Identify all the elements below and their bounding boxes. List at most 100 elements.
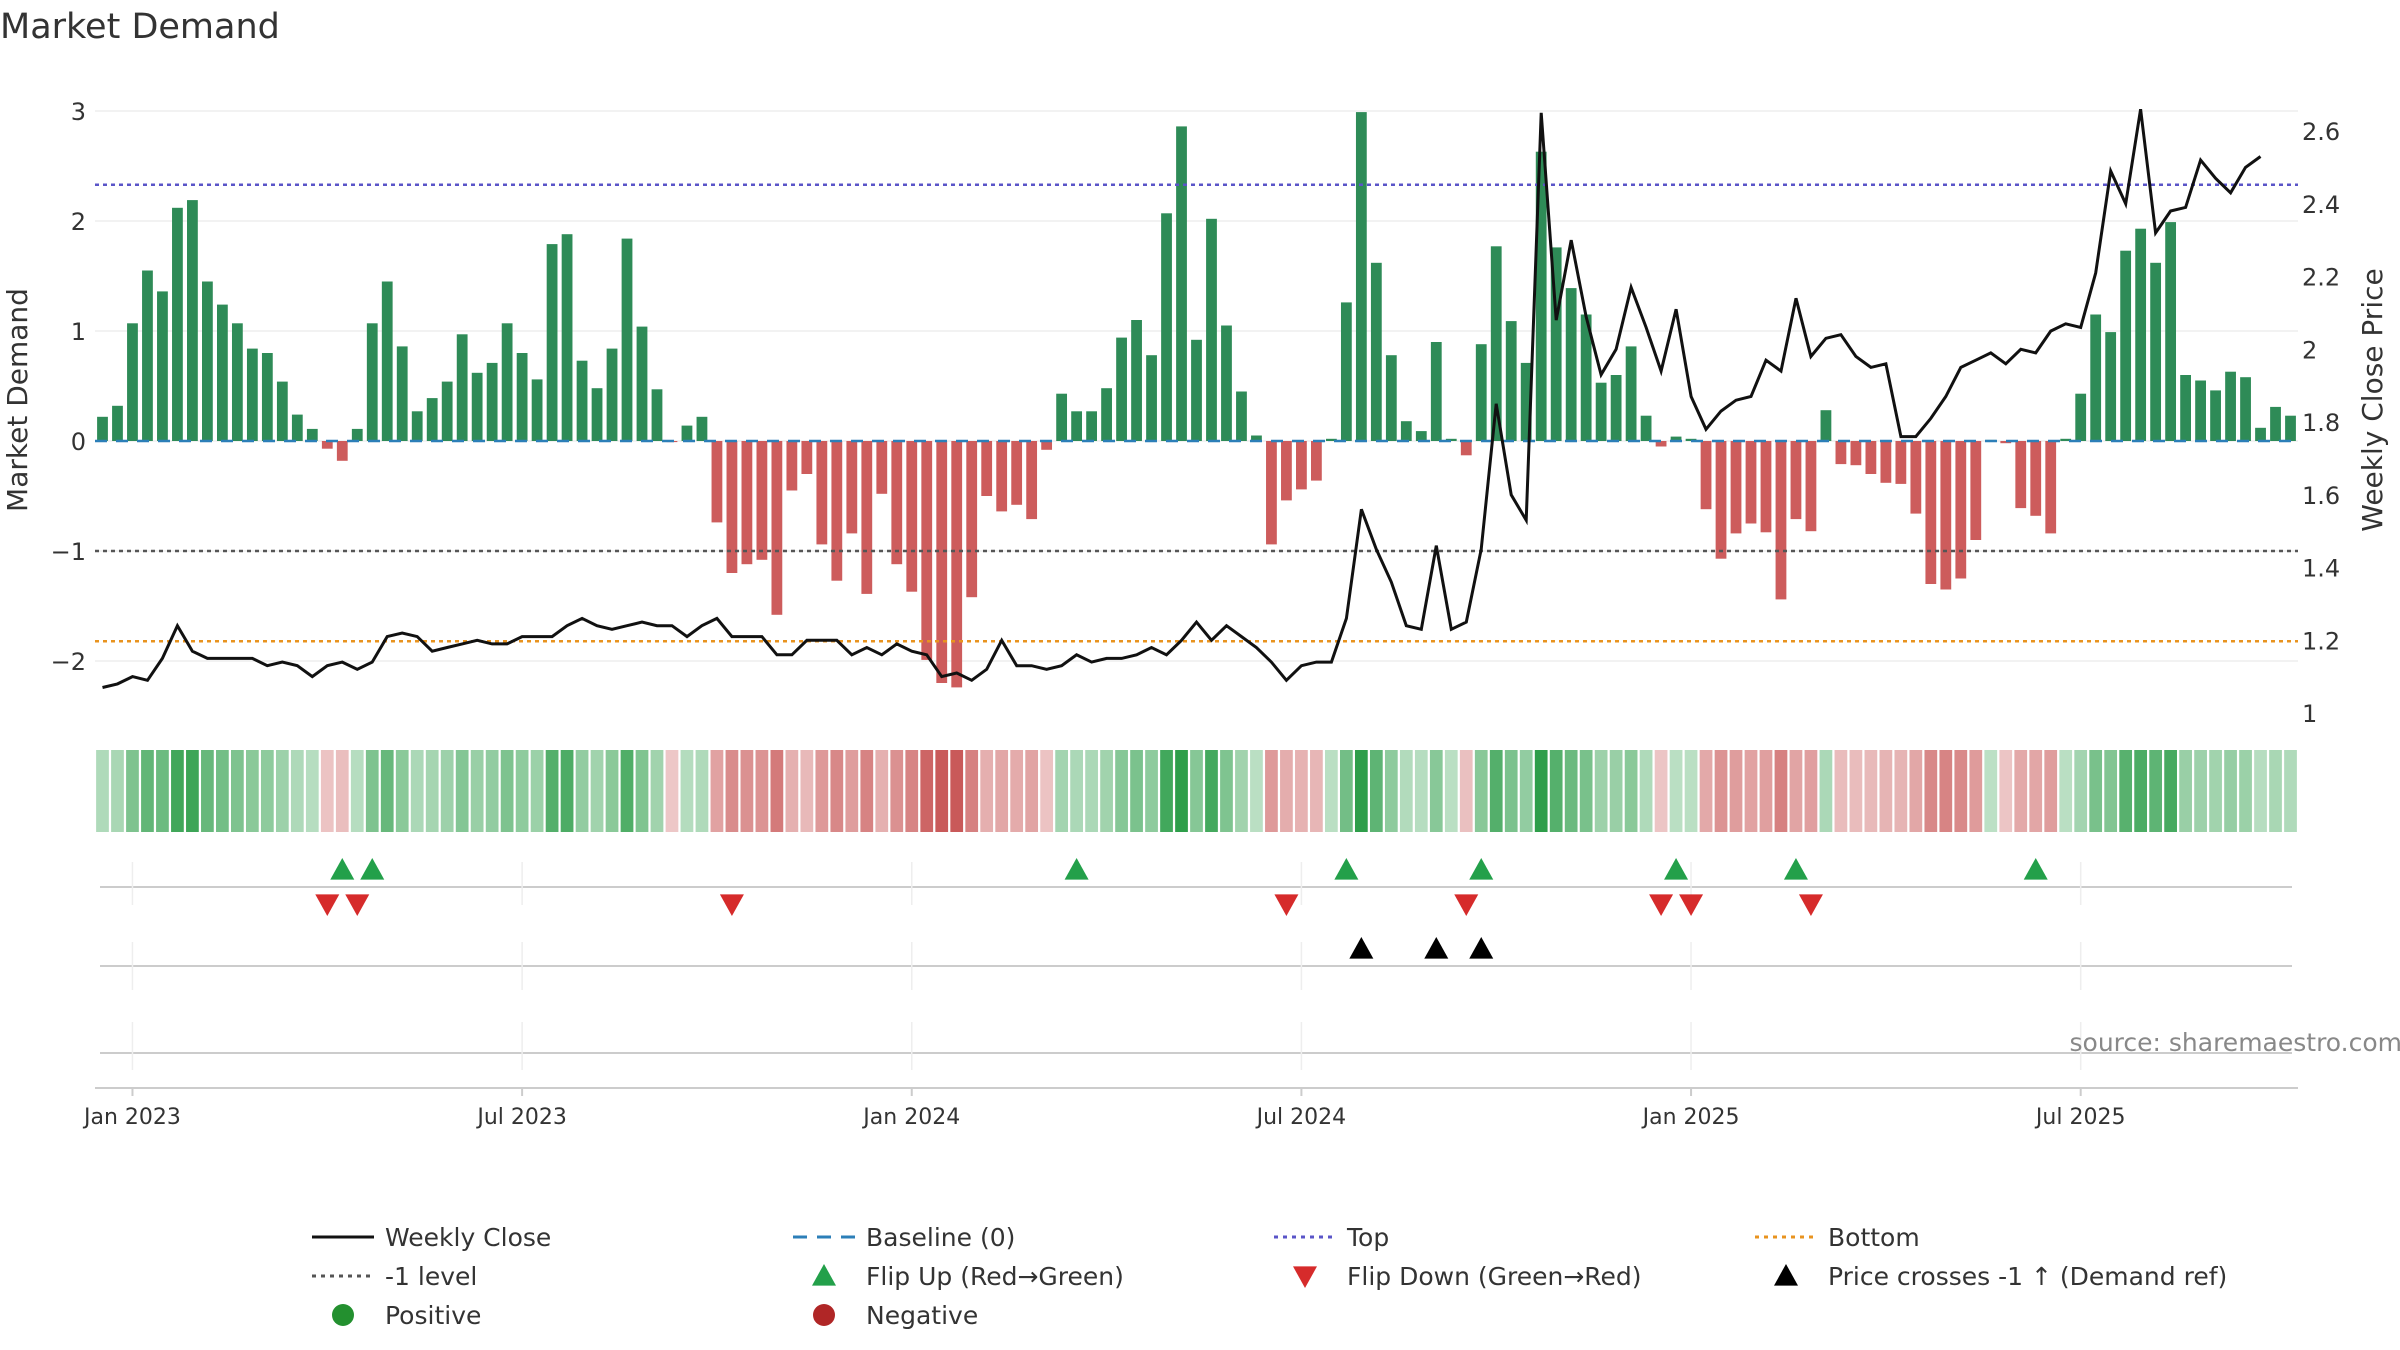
y2-tick-label: 1 <box>2302 700 2317 728</box>
strip-cell <box>1175 750 1188 832</box>
legend-item: Flip Down (Green→Red) <box>1293 1262 1642 1291</box>
flip-down-marker <box>719 894 744 916</box>
strip-cell <box>950 750 964 832</box>
strip-cell <box>2194 750 2207 832</box>
demand-bar <box>1011 441 1023 505</box>
strip-cell <box>1040 750 1054 832</box>
strip-cell <box>335 750 349 832</box>
strip-cell <box>1999 750 2013 832</box>
demand-bar <box>1625 346 1637 441</box>
demand-bar <box>157 291 168 441</box>
demand-bar <box>2000 441 2012 444</box>
demand-bar <box>1281 441 1292 501</box>
demand-bar <box>741 441 753 565</box>
strip-cell <box>725 750 739 832</box>
demand-bar <box>1445 438 1457 441</box>
strip-cell <box>1594 750 1608 832</box>
strip-cell <box>1834 750 1848 832</box>
demand-bar <box>756 441 768 560</box>
y-tick-label: 0 <box>71 428 86 456</box>
demand-bar <box>1236 391 1247 441</box>
strip-cell <box>1504 750 1518 832</box>
demand-bar <box>187 200 198 441</box>
demand-bar <box>1385 355 1397 441</box>
strip-cell <box>290 750 304 832</box>
strip-cell <box>2269 750 2282 832</box>
demand-bar <box>1910 441 1922 514</box>
demand-bar <box>2120 250 2132 441</box>
strip-cell <box>770 750 784 832</box>
strip-cell <box>245 750 259 832</box>
strip-cell <box>830 750 844 832</box>
demand-bar <box>276 381 288 441</box>
strip-cell <box>1414 750 1428 832</box>
strip-cell <box>111 750 124 832</box>
flip-down-marker <box>1798 894 1823 916</box>
demand-bar <box>1026 441 1038 520</box>
demand-bar <box>246 348 258 441</box>
strip-cell <box>1055 750 1068 832</box>
demand-bar <box>231 323 243 441</box>
demand-bar <box>2210 390 2221 441</box>
demand-bar <box>2135 228 2147 441</box>
flip-up-marker <box>1469 858 1494 880</box>
strip-cell <box>455 750 469 832</box>
demand-bar <box>876 441 888 494</box>
strip-cell <box>1310 750 1323 832</box>
strip-cell <box>2164 750 2177 832</box>
demand-bar <box>2045 441 2057 534</box>
strip-cell <box>216 750 229 832</box>
demand-bar <box>1400 421 1412 441</box>
y-tick-label: 1 <box>71 318 86 346</box>
price-cross-markers <box>1349 937 1494 959</box>
strip-cell <box>260 750 274 832</box>
demand-bar <box>2165 222 2177 441</box>
strip-cell <box>1205 750 1218 832</box>
demand-bar <box>591 388 603 441</box>
demand-bar <box>127 323 138 441</box>
legend-item: Positive <box>332 1301 481 1330</box>
demand-bar <box>411 411 423 441</box>
strip-cell <box>2014 750 2028 832</box>
flip-up-marker <box>360 858 385 880</box>
legend-label: Flip Up (Red→Green) <box>866 1262 1124 1291</box>
strip-cell <box>635 750 649 832</box>
chart-title: Market Demand <box>0 7 280 47</box>
demand-bar <box>906 441 918 592</box>
strip-cell <box>860 750 874 832</box>
legend-swatch <box>1774 1264 1798 1286</box>
strip-cell <box>2029 750 2043 832</box>
strip-cell <box>605 750 619 832</box>
strip-cell <box>380 750 394 832</box>
strip-cell <box>1714 750 1728 832</box>
strip-cell <box>2284 750 2297 832</box>
demand-bar <box>846 441 858 534</box>
strip-cell <box>470 750 484 832</box>
legend-swatch <box>813 1304 835 1326</box>
demand-bar <box>921 441 933 660</box>
strip-cell <box>1190 750 1203 832</box>
flip-up-marker <box>1664 858 1689 880</box>
strip-cell <box>1025 750 1039 832</box>
legend-label: Negative <box>866 1301 978 1330</box>
demand-bar <box>202 281 213 441</box>
flip-down-marker <box>1274 894 1299 916</box>
strip-cell <box>1369 750 1383 832</box>
demand-bar <box>1071 411 1083 441</box>
demand-bar <box>261 353 273 441</box>
demand-bar <box>561 234 573 441</box>
demand-bar <box>1056 393 1068 441</box>
demand-bar <box>711 441 723 523</box>
demand-bar <box>726 441 738 573</box>
demand-bar <box>801 441 813 474</box>
strip-cell <box>1399 750 1413 832</box>
x-tick-label: Jul 2024 <box>1255 1105 1347 1130</box>
strip-cell <box>1984 750 1998 832</box>
flip-up-marker <box>1064 858 1089 880</box>
demand-bar <box>336 441 348 461</box>
y-axis-label: Market Demand <box>1 288 34 512</box>
demand-bar <box>396 346 408 441</box>
strip-cell <box>1220 750 1233 832</box>
demand-bar <box>216 304 228 441</box>
strip-cell <box>590 750 604 832</box>
